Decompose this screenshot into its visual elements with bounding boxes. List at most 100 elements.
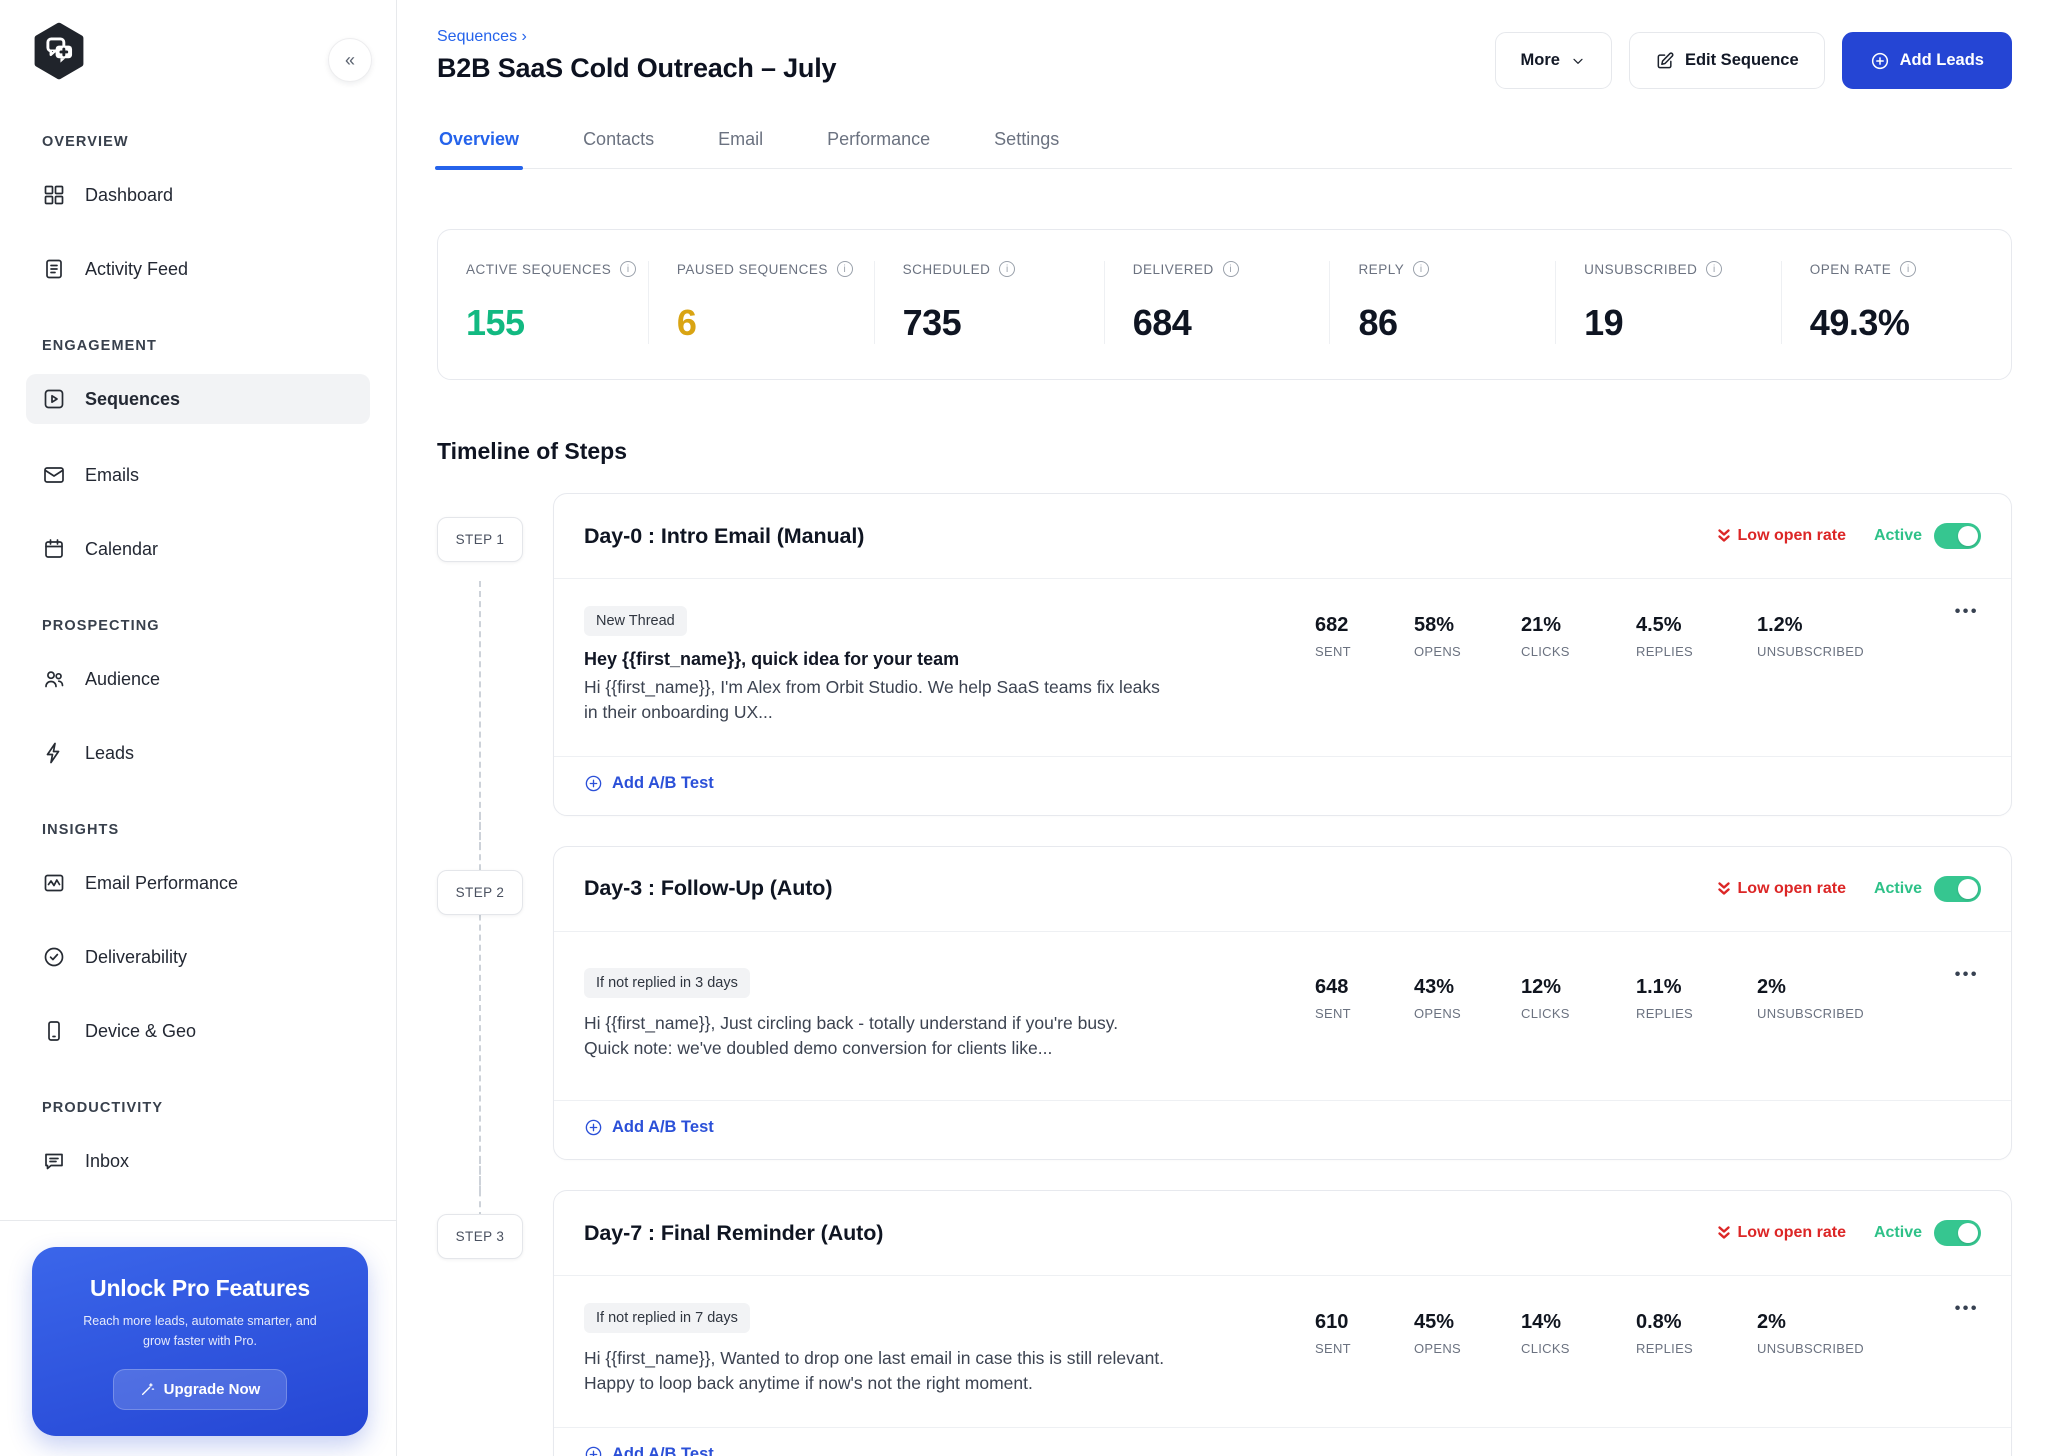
stat-open-rate: OPEN RATE i 49.3% [1780,261,2011,344]
condition-tag: If not replied in 7 days [584,1303,750,1334]
stat-unsubscribed: UNSUBSCRIBED i 19 [1555,261,1781,344]
email-preview: Hi {{first_name}}, I'm Alex from Orbit S… [584,677,1160,722]
stat-active-sequences: ACTIVE SEQUENCES i 155 [438,261,648,344]
add-ab-test-link[interactable]: Add A/B Test [584,1445,714,1456]
metric-value: 610 [1315,1311,1349,1334]
sidebar-item-sequences[interactable]: Sequences [26,374,370,424]
metric-value: 4.5% [1636,614,1682,636]
sidebar-item-label: Audience [85,668,161,689]
metric-value: 1.2% [1757,614,1803,636]
sidebar-item-activity-feed[interactable]: Activity Feed [26,244,370,294]
add-leads-label: Add Leads [1899,51,1984,69]
metric-value: 43% [1414,975,1455,998]
tab-performance[interactable]: Performance [827,129,931,149]
plus-circle-icon [585,775,602,791]
sidebar-item-label: Device & Geo [85,1020,197,1041]
plus-circle-icon [585,1120,602,1136]
sidebar-item-device-geo[interactable]: Device & Geo [26,1006,370,1056]
tab-contacts[interactable]: Contacts [583,129,655,149]
tab-settings[interactable]: Settings [994,129,1060,149]
step-metrics: 610 SENT 45% OPENS 14% CLICKS 0.8% REPLIES 2… [1315,1303,1877,1396]
activity-feed-icon [42,257,66,281]
step-badge-2: STEP 2 [437,869,523,915]
sidebar-item-emails[interactable]: Emails [26,450,370,500]
sidebar-collapse-button[interactable]: « [328,38,372,82]
sidebar-nav: OVERVIEW Dashboard Activity Feed ENGAGEM… [0,134,396,1186]
sidebar-item-email-performance[interactable]: Email Performance [26,858,370,908]
sequences-icon [42,387,66,411]
step-metrics: 682 SENT 58% OPENS 21% CLICKS 4.5% REPLIES 1… [1315,606,1877,725]
step-title: Day-0 : Intro Email (Manual) [584,523,865,548]
add-ab-test-link[interactable]: Add A/B Test [584,1118,714,1137]
info-icon[interactable]: i [1900,261,1917,277]
dashboard-icon [42,183,66,207]
condition-tag: If not replied in 3 days [584,967,750,998]
section-label-prospecting: PROSPECTING [42,618,160,634]
sidebar-item-label: Leads [85,742,135,763]
sidebar-item-inbox[interactable]: Inbox [26,1136,370,1186]
upgrade-now-button[interactable]: Upgrade Now [112,1369,288,1410]
more-button[interactable]: More [1494,32,1612,89]
step-title: Day-3 : Follow-Up (Auto) [584,876,833,901]
metric-value: 58% [1414,614,1455,636]
metric-value: 12% [1521,975,1562,998]
step-title: Day-7 : Final Reminder (Auto) [584,1220,884,1245]
more-label: More [1520,51,1560,69]
sidebar-item-calendar[interactable]: Calendar [26,524,370,574]
sidebar-item-leads[interactable]: Leads [26,728,370,778]
active-toggle[interactable] [1934,523,1981,549]
check-circle-icon [42,945,66,969]
add-ab-test-link[interactable]: Add A/B Test [584,774,714,793]
kebab-menu-icon[interactable]: ••• [1954,603,1979,620]
sidebar-footer: Unlock Pro Features Reach more leads, au… [0,1220,396,1456]
step-badge-1: STEP 1 [437,517,523,562]
step-card-2: Day-3 : Follow-Up (Auto) Low open rate A… [553,845,2012,1161]
info-icon[interactable]: i [999,261,1016,277]
step-badge-3: STEP 3 [437,1214,523,1260]
envelope-icon [42,463,66,487]
pulse-chart-icon [42,871,66,895]
info-icon[interactable]: i [1222,261,1239,277]
page-header: Sequences › B2B SaaS Cold Outreach – Jul… [437,28,2012,89]
collapse-icon: « [344,49,355,70]
info-icon[interactable]: i [836,261,853,277]
timeline-steps: STEP 1 Day-0 : Intro Email (Manual) Low … [437,493,2012,1456]
pro-card-title: Unlock Pro Features [90,1275,310,1302]
plus-circle-icon [1871,52,1888,69]
tab-email[interactable]: Email [718,129,764,149]
info-icon[interactable]: i [1706,261,1723,277]
metric-value: 0.8% [1636,1311,1682,1334]
email-subject: Hey {{first_name}}, quick idea for your … [584,649,960,669]
kebab-menu-icon[interactable]: ••• [1954,1300,1979,1318]
sidebar-item-label: Activity Feed [85,258,189,279]
edit-sequence-button[interactable]: Edit Sequence [1628,32,1825,89]
tab-bar: Overview Contacts Email Performance Sett… [434,121,2012,170]
sidebar-item-label: Inbox [85,1150,130,1171]
sidebar-item-deliverability[interactable]: Deliverability [26,932,370,982]
message-icon [42,1149,66,1173]
kebab-menu-icon[interactable]: ••• [1954,965,1979,983]
add-leads-button[interactable]: Add Leads [1841,32,2012,89]
sidebar-item-audience[interactable]: Audience [26,654,370,704]
timeline-heading: Timeline of Steps [437,438,628,464]
low-open-rate-badge: Low open rate [1717,1224,1846,1242]
chevron-down-icon [1573,58,1583,64]
sidebar-item-label: Email Performance [85,872,239,893]
active-toggle[interactable] [1934,1220,1981,1247]
active-toggle[interactable] [1934,875,1981,902]
metric-value: 1.1% [1636,975,1682,998]
tab-overview[interactable]: Overview [434,121,524,170]
status-label: Active [1873,1224,1922,1242]
section-label-productivity: PRODUCTIVITY [42,1100,164,1116]
sidebar-item-label: Dashboard [85,184,174,205]
info-icon[interactable]: i [620,261,637,277]
info-icon[interactable]: i [1413,261,1430,277]
step-row-2: STEP 2 Day-3 : Follow-Up (Auto) Low open… [437,813,2012,1193]
sidebar-item-dashboard[interactable]: Dashboard [26,170,370,220]
section-label-engagement: ENGAGEMENT [42,338,157,354]
thread-tag: New Thread [584,606,687,636]
double-chevron-down-icon [1717,1226,1730,1240]
stat-value: 155 [466,302,525,343]
breadcrumb[interactable]: Sequences › [437,28,527,45]
